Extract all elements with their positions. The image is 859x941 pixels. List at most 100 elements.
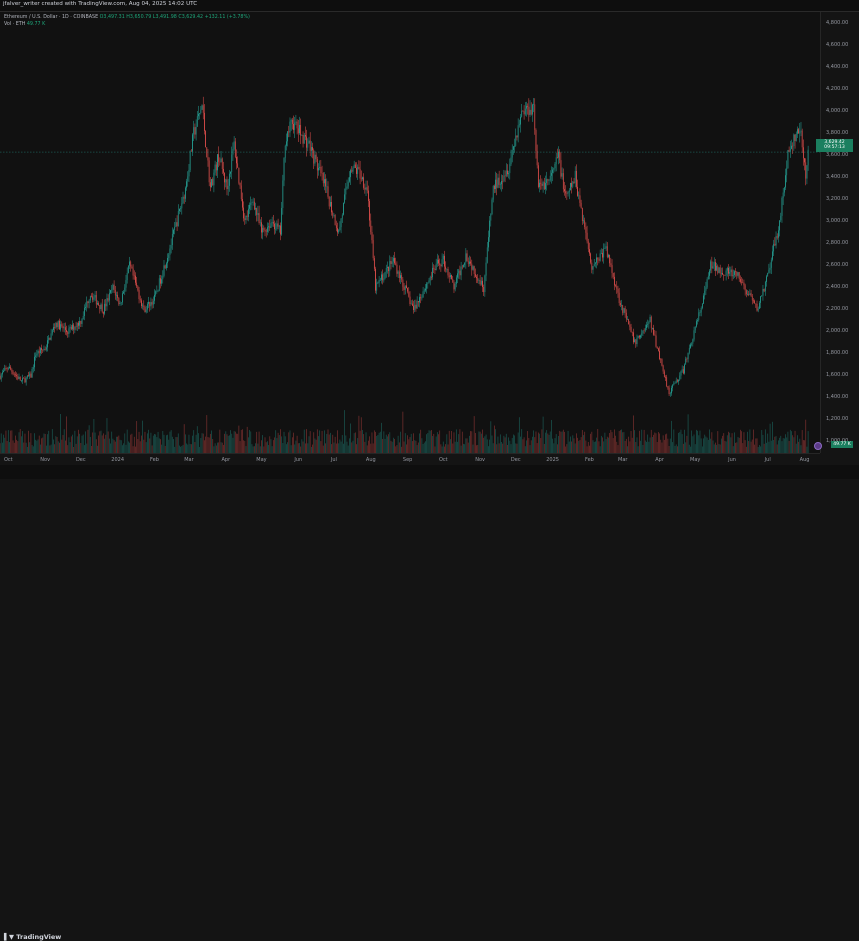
volume-bar bbox=[71, 436, 72, 453]
candle-body bbox=[622, 305, 623, 313]
candle-body bbox=[750, 293, 751, 294]
candle-body bbox=[21, 381, 22, 382]
volume-bar bbox=[328, 429, 329, 453]
candle-body bbox=[786, 168, 787, 175]
volume-bar bbox=[203, 434, 204, 453]
candle-body bbox=[383, 278, 384, 280]
volume-bar bbox=[103, 433, 104, 453]
volume-bar bbox=[764, 444, 765, 453]
volume-bar bbox=[288, 432, 289, 453]
candle-body bbox=[279, 226, 280, 227]
candle-body bbox=[470, 262, 471, 264]
volume-bar bbox=[114, 440, 115, 453]
time-tick-label: 2025 bbox=[546, 457, 559, 463]
volume-bar bbox=[431, 430, 432, 453]
candle-body bbox=[640, 335, 641, 337]
candle-body bbox=[767, 273, 768, 276]
volume-bar bbox=[187, 445, 188, 453]
volume-bar bbox=[795, 431, 796, 453]
volume-bar bbox=[57, 437, 58, 453]
candle-body bbox=[523, 111, 524, 112]
candle-body bbox=[728, 268, 729, 274]
volume-bar bbox=[804, 440, 805, 453]
candle-body bbox=[528, 107, 529, 115]
candle-body bbox=[454, 283, 455, 290]
volume-bar bbox=[482, 430, 483, 453]
volume-bar bbox=[654, 432, 655, 453]
volume-bar bbox=[185, 434, 186, 453]
goto-realtime-icon[interactable] bbox=[814, 442, 822, 450]
candle-body bbox=[399, 272, 400, 278]
volume-bar bbox=[670, 439, 671, 453]
volume-bar bbox=[268, 445, 269, 453]
volume-bar bbox=[215, 443, 216, 453]
candle-body bbox=[433, 268, 434, 269]
footer: ▌▼ TradingView bbox=[0, 465, 859, 479]
volume-bar bbox=[426, 434, 427, 453]
volume-bar bbox=[465, 438, 466, 453]
candle-body bbox=[532, 105, 533, 115]
candle-body bbox=[94, 298, 95, 300]
candle-body bbox=[547, 179, 548, 180]
volume-bar bbox=[536, 431, 537, 453]
volume-bar bbox=[350, 423, 351, 453]
volume-bar bbox=[590, 434, 591, 453]
candle-body bbox=[677, 380, 678, 381]
candle-body bbox=[50, 338, 51, 340]
candle-body bbox=[785, 175, 786, 187]
candle-body bbox=[145, 307, 146, 312]
volume-bar bbox=[323, 446, 324, 453]
candle-body bbox=[9, 367, 10, 368]
candle-body bbox=[799, 131, 800, 133]
volume-bar bbox=[416, 441, 417, 453]
price-chart[interactable] bbox=[0, 12, 820, 453]
candle-body bbox=[536, 130, 537, 151]
price-axis[interactable] bbox=[820, 12, 859, 453]
volume-bar bbox=[310, 431, 311, 453]
candle-body bbox=[460, 271, 461, 276]
candle-body bbox=[240, 183, 241, 186]
volume-bar bbox=[269, 436, 270, 453]
volume-bar bbox=[581, 437, 582, 453]
volume-bar bbox=[695, 444, 696, 453]
candle-body bbox=[594, 264, 595, 266]
candle-body bbox=[651, 317, 652, 328]
candle-body bbox=[675, 383, 676, 384]
candle-body bbox=[417, 301, 418, 309]
volume-bar bbox=[198, 433, 199, 453]
volume-bar bbox=[638, 446, 639, 453]
candle-body bbox=[102, 304, 103, 312]
candle-body bbox=[280, 226, 281, 235]
volume-bar bbox=[110, 443, 111, 453]
volume-bar bbox=[247, 427, 248, 453]
volume-bar bbox=[322, 431, 323, 453]
time-tick-label: Oct bbox=[439, 457, 448, 463]
volume-bar bbox=[512, 438, 513, 453]
candle-body bbox=[771, 260, 772, 268]
volume-bar bbox=[29, 442, 30, 453]
volume-bar bbox=[627, 446, 628, 453]
volume-bar bbox=[639, 431, 640, 453]
candle-body bbox=[558, 152, 559, 158]
candle-body bbox=[687, 359, 688, 360]
volume-bar bbox=[492, 436, 493, 453]
candle-body bbox=[776, 236, 777, 245]
volume-bar bbox=[408, 439, 409, 453]
candle-body bbox=[172, 234, 173, 245]
candle-body bbox=[534, 104, 535, 130]
volume-bar bbox=[329, 435, 330, 453]
volume-bar bbox=[120, 440, 121, 453]
volume-bar bbox=[216, 446, 217, 453]
volume-bar bbox=[779, 438, 780, 453]
time-tick-label: Jun bbox=[728, 457, 736, 463]
candle-body bbox=[328, 186, 329, 196]
volume-bar bbox=[646, 442, 647, 453]
volume-bar bbox=[306, 429, 307, 453]
candle-body bbox=[723, 275, 724, 276]
candle-body bbox=[614, 277, 615, 285]
volume-bar bbox=[158, 432, 159, 453]
candle-body bbox=[715, 262, 716, 271]
volume-bar bbox=[64, 429, 65, 453]
candle-body bbox=[482, 281, 483, 287]
volume-bar bbox=[474, 416, 475, 453]
